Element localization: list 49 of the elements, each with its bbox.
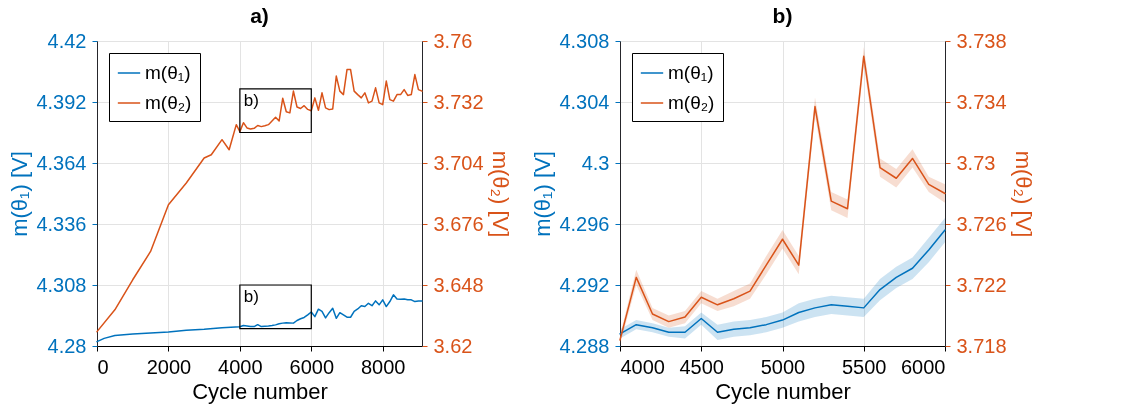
chart-title: b) xyxy=(772,4,793,27)
y2-axis-title: m(θ₂) [V] xyxy=(487,150,513,238)
y2-tick-label: 3.648 xyxy=(433,273,484,296)
x-tick-label: 8000 xyxy=(360,355,406,378)
y-tick-label: 4.292 xyxy=(559,273,610,296)
y2-tick-label: 3.676 xyxy=(433,212,484,235)
y-tick-label: 4.336 xyxy=(36,212,87,235)
y-tick-label: 4.304 xyxy=(559,90,610,113)
y2-tick-label: 3.718 xyxy=(956,334,1007,357)
y2-tick-label: 3.73 xyxy=(956,151,996,174)
x-tick-label: 6000 xyxy=(289,355,335,378)
legend-label: m(θ₁) xyxy=(145,62,191,83)
y-tick-label: 4.288 xyxy=(559,334,610,357)
y-tick-label: 4.3 xyxy=(581,151,610,174)
legend-label: m(θ₂) xyxy=(145,92,192,113)
y2-tick-label: 3.704 xyxy=(433,151,484,174)
annotation: b) xyxy=(243,90,259,110)
x-tick-label: 0 xyxy=(97,355,109,378)
y2-tick-label: 3.732 xyxy=(433,90,484,113)
y2-tick-label: 3.62 xyxy=(433,334,473,357)
x-tick-label: 4000 xyxy=(218,355,263,378)
y2-tick-label: 3.734 xyxy=(956,90,1007,113)
chart-title: a) xyxy=(250,4,269,27)
line-series xyxy=(96,68,423,333)
x-tick-label: 4000 xyxy=(620,355,665,378)
x-tick-label: 4500 xyxy=(679,355,724,378)
x-axis-title: Cycle number xyxy=(192,378,328,404)
y-tick-label: 4.308 xyxy=(559,29,610,52)
y2-axis-title: m(θ₂) [V] xyxy=(1010,150,1036,238)
x-tick-label: 2000 xyxy=(146,355,192,378)
annotation: b) xyxy=(243,287,259,306)
y-tick-label: 4.392 xyxy=(36,90,87,113)
y2-tick-label: 3.722 xyxy=(956,273,1007,296)
y-tick-label: 4.296 xyxy=(559,212,610,235)
x-tick-label: 6000 xyxy=(901,355,946,378)
legend-label: m(θ₁) xyxy=(668,62,714,83)
legend-label: m(θ₂) xyxy=(668,92,715,113)
y-tick-label: 4.364 xyxy=(36,151,87,174)
y-tick-label: 4.308 xyxy=(36,273,87,296)
y2-tick-label: 3.76 xyxy=(433,29,473,52)
y-tick-label: 4.28 xyxy=(47,334,87,357)
y-axis-title: m(θ₁) [V] xyxy=(7,151,33,237)
x-tick-label: 5000 xyxy=(760,355,806,378)
x-axis-title: Cycle number xyxy=(715,378,851,404)
y2-tick-label: 3.738 xyxy=(956,29,1007,52)
y2-tick-label: 3.726 xyxy=(956,212,1007,235)
y-axis-title: m(θ₁) [V] xyxy=(530,151,556,237)
x-tick-label: 5500 xyxy=(842,355,887,378)
y-tick-label: 4.42 xyxy=(47,29,87,52)
